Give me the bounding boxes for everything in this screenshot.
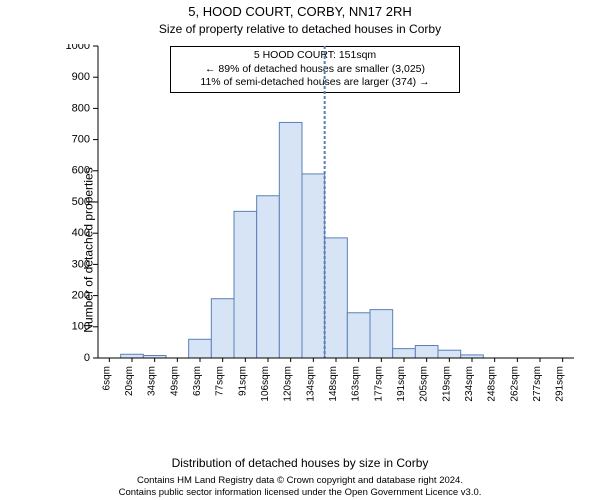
x-tick-label: 148sqm — [328, 366, 339, 402]
x-tick-label: 177sqm — [373, 366, 384, 402]
bar — [121, 354, 144, 358]
svg-text:0: 0 — [84, 352, 90, 364]
x-axis-label: Distribution of detached houses by size … — [0, 456, 600, 470]
chart-svg: 0 100 200 300 400 500 600 700 800 900 1000 6sqm 20sq… — [62, 44, 582, 414]
bar — [347, 313, 370, 358]
x-tick-label: 106sqm — [260, 366, 271, 402]
bar — [279, 122, 302, 358]
plot-area: 0 100 200 300 400 500 600 700 800 900 1000 6sqm 20sq… — [62, 44, 582, 414]
x-tick-label: 163sqm — [351, 366, 362, 402]
x-tick-label: 262sqm — [509, 366, 520, 402]
bar — [325, 238, 348, 358]
x-tick-label: 91sqm — [237, 366, 248, 396]
x-tick-label: 234sqm — [464, 366, 475, 402]
chart-title: 5, HOOD COURT, CORBY, NN17 2RH — [0, 4, 600, 19]
bar — [393, 349, 416, 358]
x-tick-label: 205sqm — [419, 366, 430, 402]
svg-text:100: 100 — [72, 321, 90, 333]
x-tick-label: 77sqm — [215, 366, 226, 396]
x-tick-label: 120sqm — [283, 366, 294, 402]
x-tick-label: 277sqm — [532, 366, 543, 402]
bar — [415, 346, 438, 358]
bar — [438, 350, 461, 358]
bar — [211, 299, 234, 358]
chart-subtitle: Size of property relative to detached ho… — [0, 22, 600, 36]
x-tick-label: 291sqm — [555, 366, 566, 402]
svg-text:400: 400 — [72, 227, 90, 239]
footer-line1: Contains HM Land Registry data © Crown c… — [0, 475, 600, 486]
svg-text:900: 900 — [72, 71, 90, 83]
svg-text:300: 300 — [72, 258, 90, 270]
x-tick-label: 6sqm — [101, 366, 112, 390]
x-tick-label: 20sqm — [124, 366, 135, 396]
bar — [302, 174, 325, 358]
svg-text:1000: 1000 — [66, 44, 90, 52]
svg-text:500: 500 — [72, 196, 90, 208]
svg-text:700: 700 — [72, 134, 90, 146]
x-tick-label: 219sqm — [441, 366, 452, 402]
bar — [234, 211, 257, 358]
svg-text:600: 600 — [72, 165, 90, 177]
footer: Contains HM Land Registry data © Crown c… — [0, 475, 600, 498]
footer-line2: Contains public sector information licen… — [0, 487, 600, 498]
svg-text:200: 200 — [72, 290, 90, 302]
chart-container: 5, HOOD COURT, CORBY, NN17 2RH Size of p… — [0, 0, 600, 500]
bar — [257, 196, 280, 358]
bar — [189, 339, 212, 358]
x-tick-label: 63sqm — [192, 366, 203, 396]
x-tick-label: 191sqm — [396, 366, 407, 402]
x-tick-label: 34sqm — [147, 366, 158, 396]
bar — [370, 310, 393, 358]
x-tick-label: 134sqm — [305, 366, 316, 402]
svg-text:800: 800 — [72, 102, 90, 114]
x-tick-label: 49sqm — [169, 366, 180, 396]
x-tick-label: 248sqm — [487, 366, 498, 402]
